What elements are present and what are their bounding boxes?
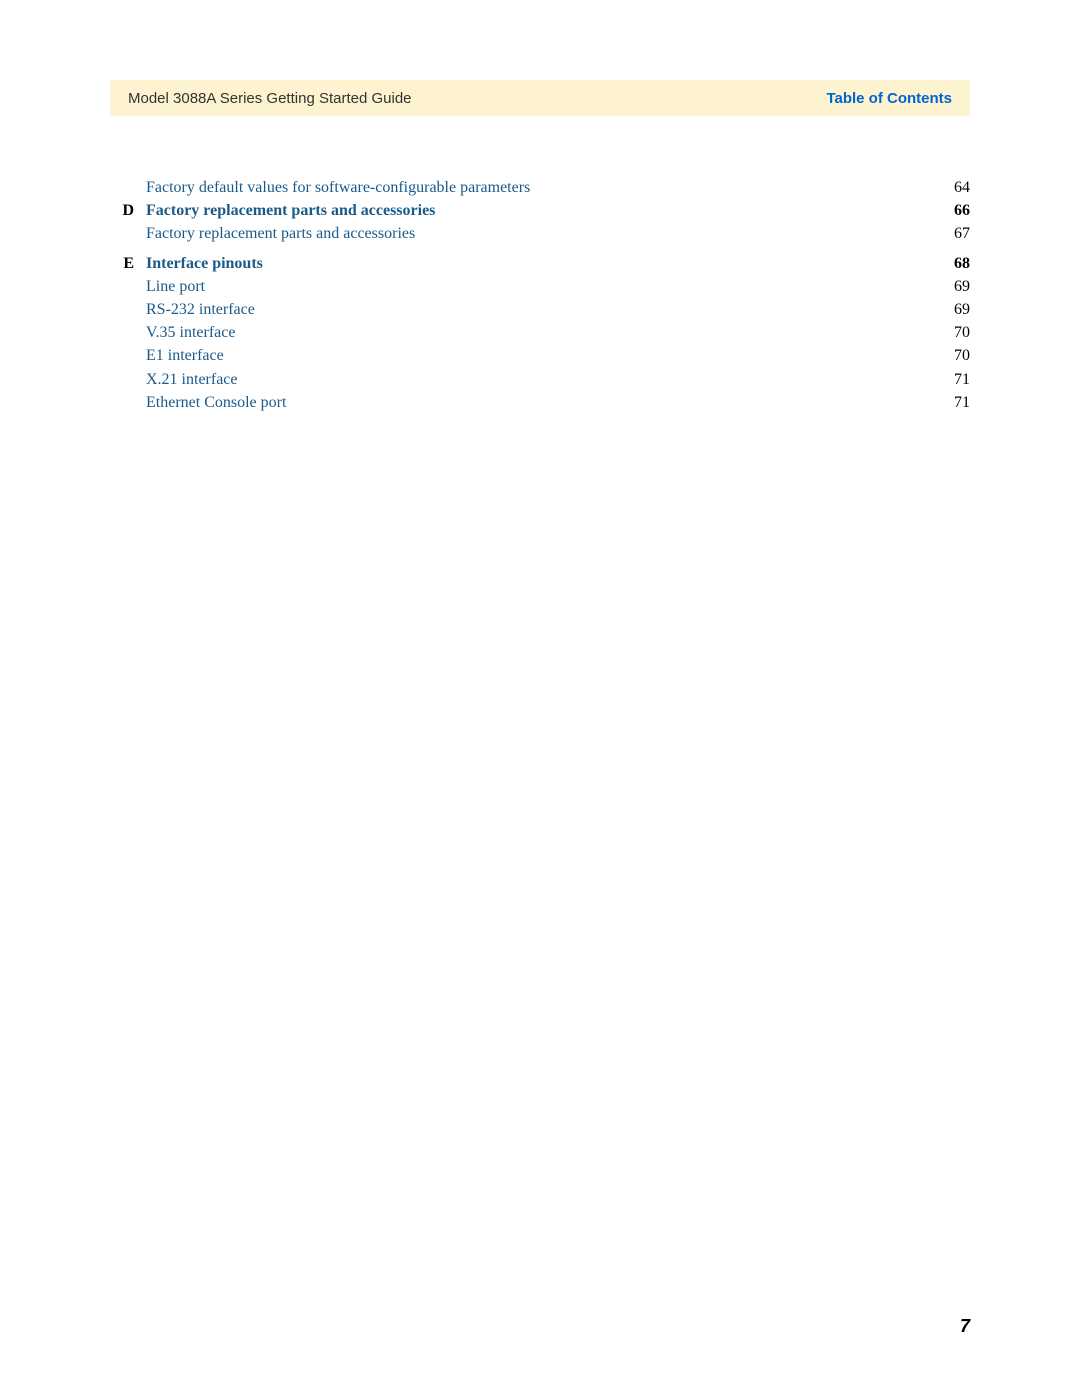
toc-label: X.21 interface	[146, 368, 238, 391]
page: Model 3088A Series Getting Started Guide…	[0, 0, 1080, 1397]
toc-label: RS-232 interface	[146, 298, 255, 321]
toc-label: Line port	[146, 275, 205, 298]
toc-label: Interface pinouts	[146, 252, 263, 275]
toc-page: 69	[948, 298, 970, 321]
toc-page: 71	[948, 368, 970, 391]
toc-entry[interactable]: Ethernet Console port 71	[110, 391, 970, 414]
toc-entry[interactable]: V.35 interface 70	[110, 321, 970, 344]
appendix-letter: D	[110, 199, 146, 222]
appendix-letter: E	[110, 252, 146, 275]
toc-label: V.35 interface	[146, 321, 235, 344]
table-of-contents: Factory default values for software-conf…	[110, 176, 970, 414]
toc-page: 64	[948, 176, 970, 199]
toc-label: Factory replacement parts and accessorie…	[146, 199, 435, 222]
toc-page: 69	[948, 275, 970, 298]
toc-entry[interactable]: E1 interface 70	[110, 344, 970, 367]
toc-entry[interactable]: RS-232 interface 69	[110, 298, 970, 321]
header-bar: Model 3088A Series Getting Started Guide…	[110, 80, 970, 116]
page-number: 7	[960, 1316, 970, 1337]
toc-page: 68	[948, 252, 970, 275]
toc-entry[interactable]: Line port 69	[110, 275, 970, 298]
toc-page: 70	[948, 344, 970, 367]
toc-label: Ethernet Console port	[146, 391, 286, 414]
toc-label: Factory replacement parts and accessorie…	[146, 222, 415, 245]
header-right-title: Table of Contents	[826, 90, 952, 107]
toc-page: 67	[948, 222, 970, 245]
toc-label: Factory default values for software-conf…	[146, 176, 530, 199]
toc-page: 70	[948, 321, 970, 344]
toc-entry[interactable]: D Factory replacement parts and accessor…	[110, 199, 970, 222]
toc-entry[interactable]: Factory default values for software-conf…	[110, 176, 970, 199]
toc-entry[interactable]: Factory replacement parts and accessorie…	[110, 222, 970, 245]
toc-page: 66	[948, 199, 970, 222]
toc-label: E1 interface	[146, 344, 224, 367]
header-left-title: Model 3088A Series Getting Started Guide	[128, 90, 412, 107]
toc-page: 71	[948, 391, 970, 414]
toc-entry[interactable]: X.21 interface 71	[110, 368, 970, 391]
toc-entry[interactable]: E Interface pinouts 68	[110, 252, 970, 275]
